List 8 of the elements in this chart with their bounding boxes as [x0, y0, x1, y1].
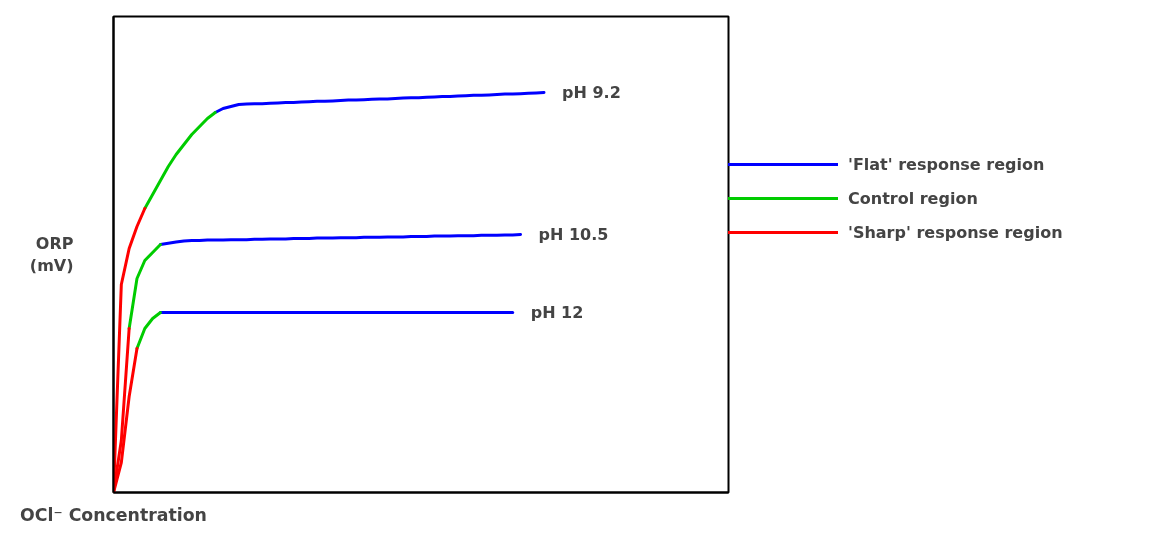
- text: 'Flat' response region: [848, 154, 1045, 174]
- annotation: pH 12: [530, 303, 584, 322]
- x-axis-title: OCl⁻ Concentration: [20, 504, 207, 525]
- text: 'Sharp' response region: [848, 222, 1063, 242]
- text: pH 9.2: [562, 83, 621, 102]
- y-axis-title: ORP (mV): [29, 233, 74, 276]
- annotation: pH 10.5: [538, 225, 609, 244]
- text: Control region: [848, 188, 978, 208]
